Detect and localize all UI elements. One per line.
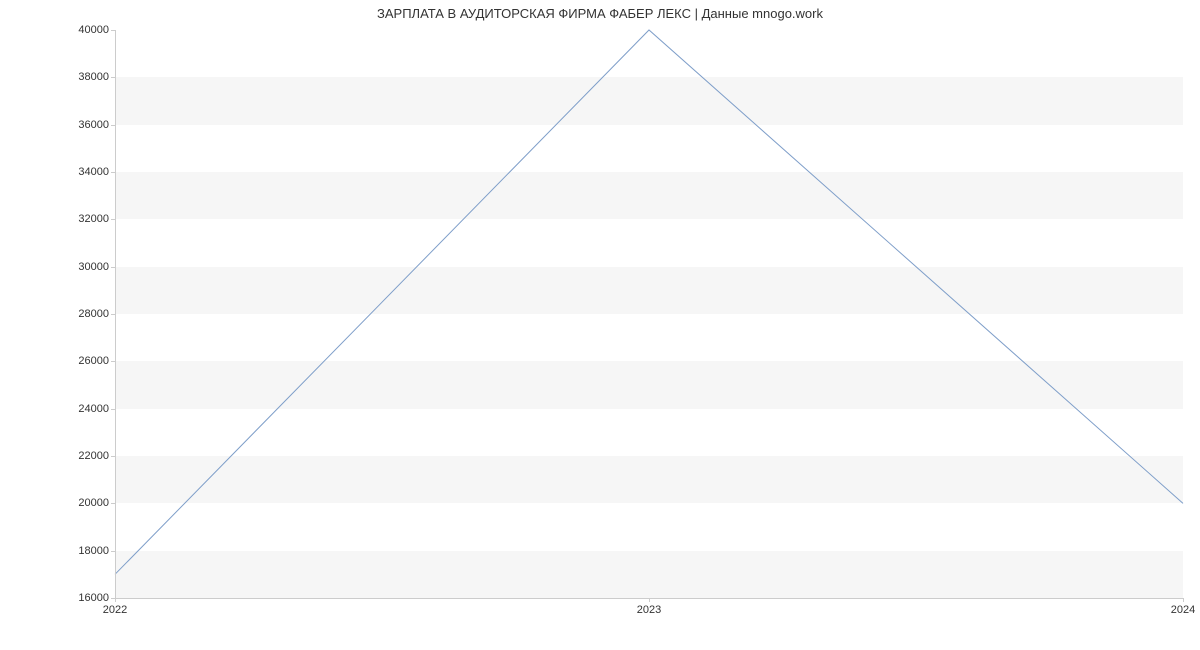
y-tick-label: 32000	[78, 213, 109, 225]
x-tick-label: 2024	[1171, 604, 1195, 616]
chart-title: ЗАРПЛАТА В АУДИТОРСКАЯ ФИРМА ФАБЕР ЛЕКС …	[0, 6, 1200, 21]
y-tick-label: 16000	[78, 592, 109, 604]
y-tick-label: 24000	[78, 403, 109, 415]
y-tick-label: 26000	[78, 355, 109, 367]
y-tick-label: 40000	[78, 24, 109, 36]
series-line	[115, 30, 1183, 574]
salary-line-chart: ЗАРПЛАТА В АУДИТОРСКАЯ ФИРМА ФАБЕР ЛЕКС …	[0, 0, 1200, 650]
x-tick-label: 2022	[103, 604, 127, 616]
y-tick-label: 22000	[78, 450, 109, 462]
y-tick-label: 28000	[78, 308, 109, 320]
y-tick-label: 18000	[78, 545, 109, 557]
plot-area: 1600018000200002200024000260002800030000…	[115, 30, 1183, 598]
x-tick-label: 2023	[637, 604, 661, 616]
y-tick-label: 38000	[78, 71, 109, 83]
y-tick-label: 36000	[78, 119, 109, 131]
y-axis-line	[115, 30, 116, 598]
y-tick-label: 20000	[78, 497, 109, 509]
y-tick-label: 30000	[78, 261, 109, 273]
x-axis-line	[115, 598, 1183, 599]
x-tick-mark	[1183, 598, 1184, 602]
y-tick-label: 34000	[78, 166, 109, 178]
line-series	[115, 30, 1183, 598]
